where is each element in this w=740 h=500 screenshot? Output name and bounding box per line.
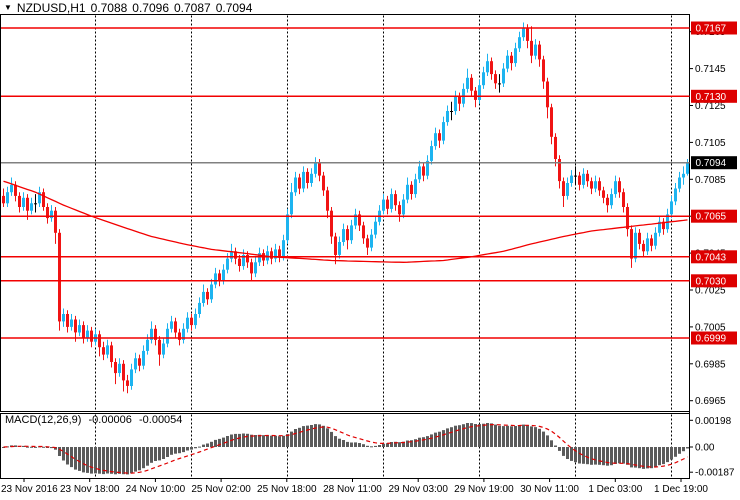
price-tick-label: 0.7005	[695, 322, 726, 333]
macd-name: MACD(12,26,9)	[5, 414, 82, 426]
time-tick-label: 29 Nov 19:00	[454, 484, 514, 495]
price-tick-label: 0.6985	[695, 359, 726, 370]
price-level-badge	[691, 331, 737, 345]
current-price-badge-label: 0.7094	[696, 158, 727, 169]
chart-header: ▼ NZDUSD,H1 0.7088 0.7096 0.7087 0.7094	[4, 1, 253, 15]
ohlc-close: 0.7094	[215, 1, 253, 15]
price-level-badge	[691, 274, 737, 288]
time-tick-label: 1 Dec 19:00	[654, 484, 708, 495]
price-tick-label: 0.7085	[695, 175, 726, 186]
price-level-badge	[691, 209, 737, 223]
price-level-badge-label: 0.7130	[696, 92, 727, 103]
price-tick-label: 0.6965	[695, 396, 726, 407]
symbol-period-label: NZDUSD,H1	[16, 1, 86, 15]
price-level-badge	[691, 21, 737, 35]
macd-signal-line	[3, 424, 688, 474]
moving-average-line	[3, 180, 688, 263]
current-price-badge	[691, 156, 737, 170]
ohlc-high: 0.7096	[132, 1, 169, 15]
macd-signal-value: -0.00054	[138, 414, 183, 426]
price-tick-label: 0.7105	[695, 138, 726, 149]
ohlc-low: 0.7087	[174, 1, 211, 15]
price-tick-label: 0.7145	[695, 64, 726, 75]
time-tick-label: 30 Nov 11:00	[520, 484, 579, 495]
macd-tick-label: 0.00	[695, 443, 715, 454]
macd-tick-label: -0.00187	[695, 468, 735, 479]
ohlc-open: 0.7088	[90, 1, 128, 15]
time-tick-label: 28 Nov 11:00	[323, 484, 382, 495]
time-tick-label: 1 Dec 03:00	[588, 484, 642, 495]
chart-dropdown-icon[interactable]: ▼	[4, 3, 12, 12]
price-level-badge-label: 0.7065	[696, 212, 727, 223]
price-level-badge-label: 0.7030	[696, 276, 727, 287]
macd-tick-label: 0.00198	[695, 416, 732, 427]
price-level-badge	[691, 89, 737, 103]
time-tick-label: 25 Nov 02:00	[191, 484, 251, 495]
price-tick-label: 0.7025	[695, 286, 726, 297]
time-tick-label: 24 Nov 10:00	[126, 484, 186, 495]
price-level-badge-label: 0.7043	[696, 252, 727, 263]
time-tick-label: 23 Nov 18:00	[60, 484, 120, 495]
macd-indicator-label: MACD(12,26,9) -0.00006 -0.00054	[5, 414, 186, 426]
price-tick-label: 0.7125	[695, 101, 726, 112]
macd-histogram-layer	[2, 423, 689, 475]
candles-layer	[2, 22, 689, 394]
price-level-badge-label: 0.7167	[696, 24, 727, 35]
price-level-badge	[691, 250, 737, 264]
time-tick-label: 25 Nov 18:00	[257, 484, 317, 495]
time-tick-label: 23 Nov 2016	[1, 484, 58, 495]
macd-main-value: -0.00006	[88, 414, 132, 426]
time-tick-label: 29 Nov 03:00	[388, 484, 448, 495]
price-level-badge-label: 0.6999	[696, 334, 727, 345]
